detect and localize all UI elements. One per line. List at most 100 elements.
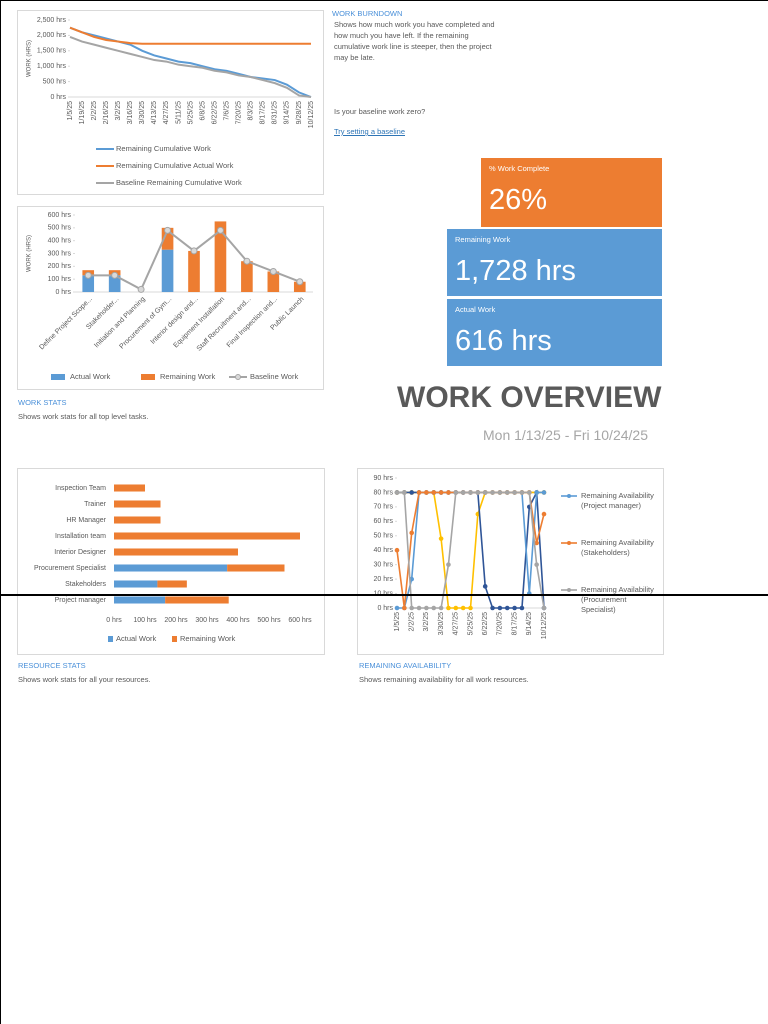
chart: 0 hrs 100 hrs 200 hrs 300 hrs 400 hrs 500 hrs… [17, 206, 324, 390]
bar [82, 275, 95, 292]
bar [108, 275, 121, 292]
x-tick-label: 8/31/25 [272, 101, 279, 124]
section-description: Shows work stats for all top level tasks… [18, 412, 149, 421]
legend-label: Remaining Availability (Procurement Spec… [581, 585, 654, 614]
x-tick-label: 0 hrs [106, 617, 122, 624]
chart-frame [17, 10, 324, 195]
x-tick-label: 3/2/25 [115, 101, 122, 121]
x-tick-label: 200 hrs [164, 617, 188, 624]
bar [293, 281, 306, 292]
legend-marker [567, 494, 571, 498]
bar [214, 221, 227, 292]
section-title: RESOURCE STATS [18, 661, 86, 670]
bar [161, 227, 174, 250]
legend-label: Remaining Work [180, 634, 236, 643]
point [519, 490, 525, 495]
y-axis-label: WORK (HRS) [27, 235, 33, 272]
kpi-tile: % Work Complete 26% [481, 158, 662, 227]
x-tick-label: 6/8/25 [199, 101, 206, 121]
bar [114, 532, 300, 540]
point [541, 605, 547, 611]
y-tick-label: 300 hrs [48, 250, 72, 257]
y-tick-label: 0 hrs [55, 289, 71, 296]
section-title: REMAINING AVAILABILITY [359, 661, 452, 670]
y-tick-label: 2,000 hrs [37, 32, 67, 39]
section-description: Shows remaining availability for all wor… [359, 675, 529, 684]
point [512, 605, 517, 611]
point [475, 490, 481, 495]
bar [161, 249, 174, 292]
x-tick-label: 1/19/25 [79, 101, 86, 124]
kpi-value: 616 hrs [455, 325, 552, 357]
point [497, 490, 503, 495]
point [424, 605, 429, 611]
x-tick-label: 6/22/25 [482, 612, 489, 635]
legend-marker [235, 374, 241, 380]
point [453, 490, 459, 495]
point [482, 490, 488, 495]
point [409, 605, 414, 611]
point [402, 605, 407, 611]
y-tick-label: 100 hrs [48, 276, 72, 283]
point [394, 605, 400, 611]
x-tick-label: 5/11/25 [175, 101, 182, 124]
point [111, 271, 119, 279]
series-line [69, 26, 312, 98]
point [431, 490, 437, 495]
bar [114, 596, 166, 604]
point [296, 278, 304, 286]
point [460, 490, 466, 495]
x-tick-label: 9/28/25 [296, 101, 303, 124]
bar [114, 564, 228, 572]
y-tick-label: 1,500 hrs [37, 48, 67, 55]
x-tick-label: 3/30/25 [139, 101, 146, 124]
legend-marker [567, 588, 571, 592]
section-question: Is your baseline work zero? [334, 107, 426, 116]
y-axis-label: WORK (HRS) [27, 40, 33, 77]
report-title: WORK OVERVIEW [397, 381, 662, 414]
point [534, 562, 539, 567]
section-description: Shows work stats for all your resources. [18, 675, 151, 684]
y-tick-label: Procurement Specialist [34, 565, 106, 572]
x-tick-label: 300 hrs [195, 617, 219, 624]
kpi-label: Actual Work [455, 305, 496, 314]
y-tick-label: Project manager [55, 597, 107, 604]
kpi-value: 1,728 hrs [455, 255, 576, 287]
y-tick-label: HR Manager [66, 517, 106, 524]
point [497, 605, 503, 611]
bar [114, 500, 161, 508]
point [137, 285, 145, 293]
point [468, 605, 473, 611]
kpi-value: 26% [489, 184, 548, 216]
y-tick-label: Interior Designer [54, 549, 106, 556]
x-tick-label: 2/2/25 [409, 612, 416, 632]
x-tick-label: 3/16/25 [127, 101, 134, 124]
baseline-link[interactable]: Try setting a baseline [334, 127, 406, 136]
legend-marker [567, 541, 571, 545]
legend-label: Remaining Availability (Project manager) [581, 491, 654, 510]
y-tick-label: 50 hrs [374, 533, 394, 540]
section-title: WORK STATS [18, 398, 67, 407]
chart: 0 hrs 10 hrs 20 hrs 30 hrs 40 hrs 50 hrs 60 hr… [357, 468, 664, 655]
y-tick-label: Trainer [84, 501, 107, 508]
y-tick-label: 200 hrs [48, 263, 72, 270]
x-tick-label: 3/2/25 [423, 612, 430, 632]
point [438, 536, 444, 541]
x-tick-label: 5/25/25 [467, 612, 474, 635]
point [190, 247, 198, 255]
x-tick-label: 500 hrs [257, 617, 281, 624]
point [460, 605, 466, 611]
x-tick-label: 7/6/25 [223, 101, 230, 121]
kpi-label: % Work Complete [489, 164, 550, 173]
legend-swatch [172, 636, 177, 642]
legend-label-box: Remaining Availability (Project manager) [581, 491, 654, 510]
x-tick-label: 4/13/25 [151, 101, 158, 124]
y-tick-label: 500 hrs [48, 225, 72, 232]
y-tick-label: 80 hrs [374, 489, 394, 496]
y-tick-label: Stakeholders [65, 581, 106, 588]
legend-label: Baseline Work [250, 372, 298, 381]
y-tick-label: 400 hrs [48, 238, 72, 245]
point [416, 605, 422, 611]
kpi-label: Remaining Work [455, 235, 511, 244]
